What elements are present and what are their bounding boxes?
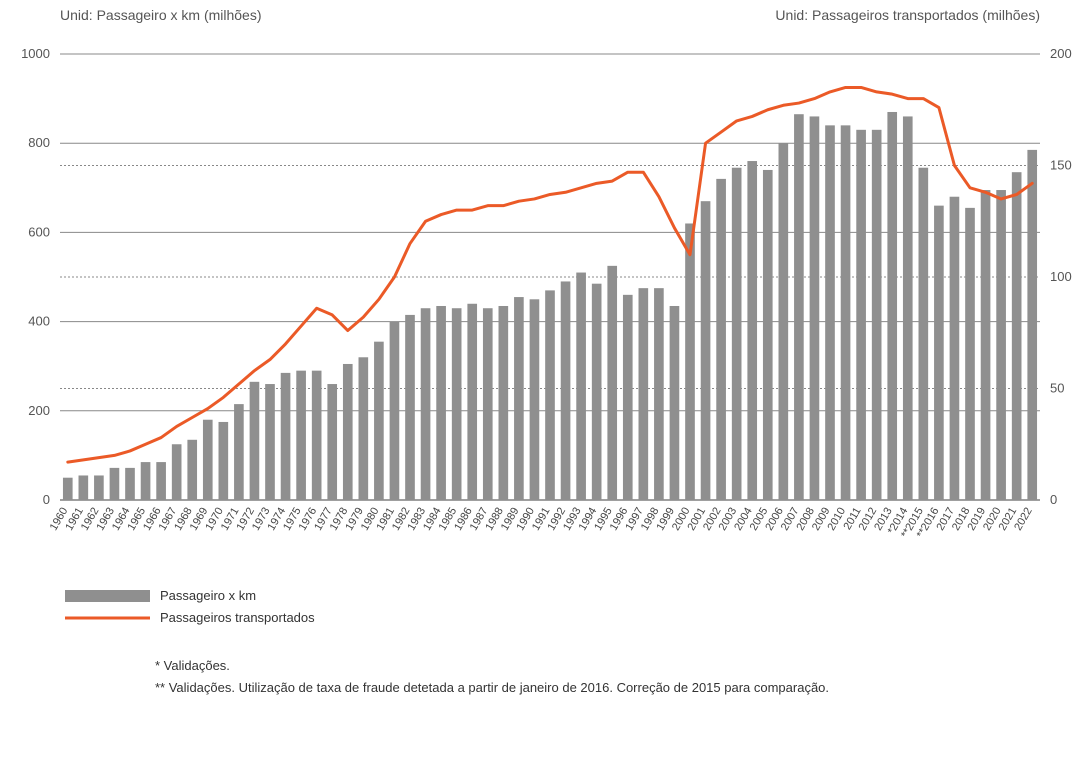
bar (623, 295, 633, 500)
bar (141, 462, 151, 500)
legend-swatch-bar (65, 590, 150, 602)
left-tick-label: 800 (28, 135, 50, 150)
bar (436, 306, 446, 500)
bar (390, 322, 400, 500)
left-tick-label: 1000 (21, 46, 50, 61)
bar (421, 308, 431, 500)
left-tick-label: 600 (28, 224, 50, 239)
bar (670, 306, 680, 500)
bar (919, 168, 929, 500)
right-tick-label: 200 (1050, 46, 1072, 61)
bar (281, 373, 291, 500)
bar (374, 342, 384, 500)
bar (530, 299, 540, 500)
bar (841, 125, 851, 500)
left-axis-title: Unid: Passageiro x km (milhões) (60, 7, 262, 23)
bar (965, 208, 975, 500)
bar (203, 420, 213, 500)
bar (592, 284, 602, 500)
bar (872, 130, 882, 500)
bar (467, 304, 477, 500)
bar (125, 468, 135, 500)
bar (327, 384, 337, 500)
bar (63, 478, 73, 500)
bar (359, 357, 369, 500)
bar (856, 130, 866, 500)
bar (887, 112, 897, 500)
right-tick-label: 100 (1050, 269, 1072, 284)
bar (156, 462, 166, 500)
bar (825, 125, 835, 500)
bar (343, 364, 353, 500)
bar (296, 371, 306, 500)
bar (607, 266, 617, 500)
bar (701, 201, 711, 500)
left-tick-label: 0 (43, 492, 50, 507)
left-tick-label: 400 (28, 314, 50, 329)
right-tick-label: 150 (1050, 158, 1072, 173)
bar (810, 116, 820, 500)
bar (234, 404, 244, 500)
bar (405, 315, 415, 500)
bar (187, 440, 197, 500)
bar (716, 179, 726, 500)
bar (685, 223, 695, 500)
bar (452, 308, 462, 500)
bar (250, 382, 260, 500)
bar (934, 206, 944, 500)
bar (654, 288, 664, 500)
footnote: * Validações. (155, 658, 230, 673)
bar (981, 190, 991, 500)
bar (483, 308, 493, 500)
bar (561, 281, 571, 500)
bar (747, 161, 757, 500)
right-tick-label: 0 (1050, 492, 1057, 507)
bar (732, 168, 742, 500)
right-tick-label: 50 (1050, 381, 1064, 396)
bar (545, 290, 555, 500)
bar (996, 190, 1006, 500)
left-tick-label: 200 (28, 403, 50, 418)
footnote: ** Validações. Utilização de taxa de fra… (155, 680, 829, 695)
bar (576, 273, 586, 500)
bar (950, 197, 960, 500)
bar (763, 170, 773, 500)
bar (94, 475, 104, 500)
bar (79, 475, 89, 500)
chart-container: Unid: Passageiro x km (milhões) Unid: Pas… (0, 0, 1082, 768)
bar (110, 468, 120, 500)
legend-label: Passageiro x km (160, 588, 256, 603)
legend-label: Passageiros transportados (160, 610, 315, 625)
bar (903, 116, 913, 500)
bar (1012, 172, 1022, 500)
bar (499, 306, 509, 500)
bar (265, 384, 275, 500)
bar (779, 143, 789, 500)
bar (172, 444, 182, 500)
bar (312, 371, 322, 500)
right-axis-title: Unid: Passageiros transportados (milhões… (775, 7, 1040, 23)
bar (514, 297, 524, 500)
bar (794, 114, 804, 500)
bar (219, 422, 229, 500)
bar (1027, 150, 1037, 500)
chart-svg: Unid: Passageiro x km (milhões) Unid: Pas… (0, 0, 1082, 768)
bar (639, 288, 649, 500)
